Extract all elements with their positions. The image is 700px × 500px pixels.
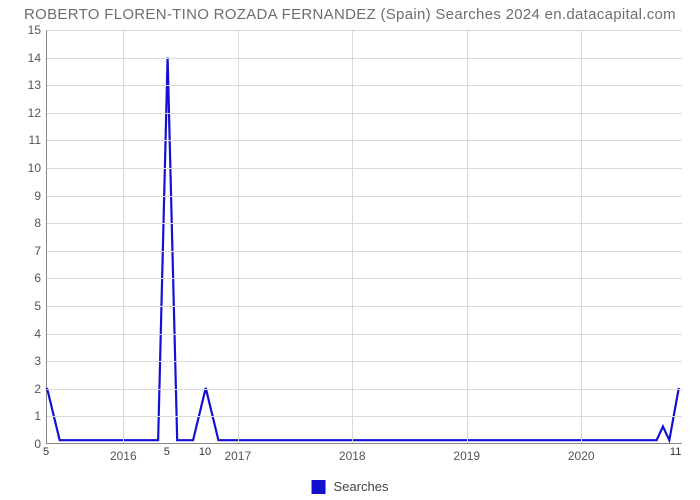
gridline-v <box>123 30 124 443</box>
gridline-h <box>47 334 682 335</box>
gridline-h <box>47 278 682 279</box>
gridline-h <box>47 306 682 307</box>
y-tick-label: 7 <box>34 244 41 258</box>
x-secondary-label: 5 <box>43 446 49 458</box>
x-secondary-label: 11 <box>670 446 681 458</box>
gridline-v <box>238 30 239 443</box>
chart-title: ROBERTO FLOREN-TINO ROZADA FERNANDEZ (Sp… <box>0 6 700 23</box>
y-tick-label: 3 <box>34 354 41 368</box>
y-tick-label: 10 <box>28 161 41 175</box>
y-tick-label: 6 <box>34 271 41 285</box>
gridline-v <box>467 30 468 443</box>
y-tick-label: 14 <box>28 51 41 65</box>
gridline-h <box>47 361 682 362</box>
gridline-h <box>47 389 682 390</box>
gridline-h <box>47 30 682 31</box>
y-tick-label: 13 <box>28 78 41 92</box>
x-secondary-label: 5 <box>164 446 170 458</box>
gridline-h <box>47 223 682 224</box>
y-tick-label: 8 <box>34 216 41 230</box>
gridline-h <box>47 196 682 197</box>
x-secondary-labels: 5 5 10 11 <box>46 444 682 460</box>
gridline-h <box>47 140 682 141</box>
gridline-v <box>352 30 353 443</box>
y-tick-label: 0 <box>34 437 41 451</box>
legend-swatch <box>312 480 326 494</box>
legend-label: Searches <box>334 479 389 494</box>
gridline-h <box>47 416 682 417</box>
gridline-h <box>47 58 682 59</box>
series-line <box>47 30 682 443</box>
plot-area: 0123456789101112131415201620172018201920… <box>46 30 682 444</box>
y-tick-label: 12 <box>28 106 41 120</box>
gridline-h <box>47 251 682 252</box>
y-tick-label: 4 <box>34 327 41 341</box>
gridline-v <box>581 30 582 443</box>
y-tick-label: 15 <box>28 23 41 37</box>
y-tick-label: 2 <box>34 382 41 396</box>
y-tick-label: 5 <box>34 299 41 313</box>
legend: Searches <box>312 479 389 494</box>
gridline-h <box>47 113 682 114</box>
x-secondary-label: 10 <box>199 446 211 458</box>
y-tick-label: 1 <box>34 409 41 423</box>
gridline-h <box>47 85 682 86</box>
y-tick-label: 9 <box>34 189 41 203</box>
gridline-h <box>47 168 682 169</box>
y-tick-label: 11 <box>29 133 41 147</box>
